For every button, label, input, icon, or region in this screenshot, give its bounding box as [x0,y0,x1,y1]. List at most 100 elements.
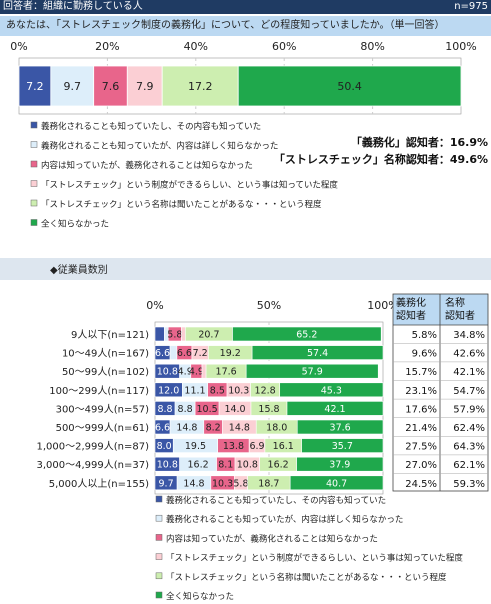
segment-bar [301,438,384,453]
category-label: 300～499人(n=57) [56,403,150,415]
legend-swatch [30,121,38,129]
legend-label: 内容は知っていたが、義務化されることは知らなかった [41,160,253,171]
segment-data-label: 57.9 [302,367,323,378]
segment-data-label: 10.8 [237,460,258,471]
segment-data-label: 6.6 [177,348,192,359]
table-header-mandate: 認知者 [396,309,426,322]
respondent-label: 回答者：組織に勤務している人 [3,1,143,12]
overall-bar-segment [237,65,462,107]
legend-swatch [155,495,163,503]
question-bar: あなたは、「ストレスチェック制度の義務化」について、どの程度知っていましたか。（… [0,16,491,36]
segment-data-label: 12.8 [255,385,276,396]
table-cell-mandate: 9.6% [412,349,437,360]
segment-data-label: 10.3 [228,385,249,396]
table-cell-mandate: 15.7% [405,367,437,378]
segment-data-label: 8.8 [157,404,172,415]
segment-data-label: 19.5 [185,441,206,452]
segment-data-label: 16.2 [268,460,289,471]
segment-data-label: 40.7 [326,478,347,489]
overall-tick-label: 100% [445,40,476,53]
segment-data-label: 7.2 [193,348,208,359]
table-cell-mandate: 27.0% [405,460,437,471]
overall-tick-label: 80% [360,40,384,53]
table-cell-name: 34.8% [453,330,485,341]
segment-bar [286,401,384,416]
legend-swatch [30,199,38,207]
category-label: 1,000～2,999人(n=87) [37,441,150,453]
segment-bar [289,475,384,491]
category-label: 100～299人(n=117) [49,385,149,397]
segment-data-label: 10.5 [197,404,218,415]
legend-label: 全く知らなかった [166,591,234,602]
category-label: 10～49人(n=167) [62,348,149,360]
segment-tick-label: 50% [257,299,281,312]
legend-swatch [30,180,38,187]
segment-data-label: 6.6 [155,423,170,434]
legend-swatch [30,219,38,226]
table-cell-mandate: 24.5% [405,479,437,490]
category-label: 500～999人(n=61) [56,422,150,434]
segment-data-label: 8.2 [206,423,221,434]
category-label: 9人以下(n=121) [71,329,149,341]
legend-swatch [155,514,163,522]
table-cell-name: 42.6% [453,349,485,360]
segment-data-label: 15.8 [258,404,279,415]
segment-data-label: 13.8 [223,441,244,452]
segment-data-label: 10.8 [157,460,178,471]
segment-data-label: 18.7 [258,478,279,489]
table-cell-mandate: 27.5% [405,442,437,453]
overall-bar-segment [126,65,163,107]
table-cell-mandate: 21.4% [405,423,437,434]
segment-data-label: 20.7 [198,330,219,341]
segment-data-label: 37.9 [329,460,350,471]
segment-data-label: 12.0 [158,385,179,396]
overall-tick-label: 0% [10,40,27,53]
overall-data-label: 7.9 [136,80,154,93]
sample-size: n=975 [454,1,488,12]
legend-label: 義務化されることも知っていたが、内容は詳しく知らなかった [41,141,278,152]
overall-bar-segment [93,65,128,107]
legend-label: 義務化されることも知っていたが、内容は詳しく知らなかった [166,514,403,525]
table-cell-name: 54.7% [453,386,485,397]
segment-data-label: 6.6 [155,348,170,359]
legend-swatch [30,160,38,168]
legend-label: 「ストレスチェック」という名称は聞いたことがあるな・・・という程度 [41,199,322,210]
table-frame [392,293,489,492]
segment-data-label: 14.8 [183,478,204,489]
segment-data-label: 10.8 [157,367,178,378]
overall-tick-label: 60% [272,40,296,53]
segment-tick-label: 0% [146,299,163,312]
segment-data-label: 14.8 [229,423,250,434]
legend-label: 「ストレスチェック」という制度ができるらしい、という事は知っていた程度 [166,553,463,564]
table-header-name: 名称 [445,296,465,309]
overall-data-label: 7.2 [26,80,44,93]
segment-bar [296,419,384,435]
respondent-header: 回答者：組織に勤務している人 n=975 [0,0,491,14]
segment-data-label: 18.0 [266,423,287,434]
segment-bar [251,345,384,360]
category-label: 3,000～4,999人(n=37) [37,459,150,471]
segment-data-label: 4.9 [189,367,204,378]
legend-label: 「ストレスチェック」という制度ができるらしい、という事は知っていた程度 [41,180,338,191]
segment-data-label: 8.5 [210,385,225,396]
table-cell-name: 59.3% [453,479,485,490]
segment-data-label: 6.9 [249,441,264,452]
table-cell-name: 62.4% [453,423,485,434]
overall-bar-segment [18,65,52,107]
legend-swatch [155,591,163,599]
segment-data-label: 14.0 [224,404,245,415]
segment-data-label: 42.1 [324,404,345,415]
summary-mandate-awareness: 「義務化」認知者：16.9% [351,135,488,149]
table-cell-name: 57.9% [453,404,485,415]
table-header-mandate: 義務化 [396,296,426,309]
segment-bar [279,382,384,398]
segment-data-label: 16.2 [188,460,209,471]
overall-tick-label: 40% [184,40,208,53]
segment-data-label: 57.4 [307,348,328,359]
legend-label: 全く知らなかった [41,219,109,230]
section-title: ◆従業員数別 [50,263,108,276]
table-cell-name: 64.3% [453,442,485,453]
table-cell-mandate: 5.8% [412,330,437,341]
table-cell-name: 62.1% [453,460,485,471]
